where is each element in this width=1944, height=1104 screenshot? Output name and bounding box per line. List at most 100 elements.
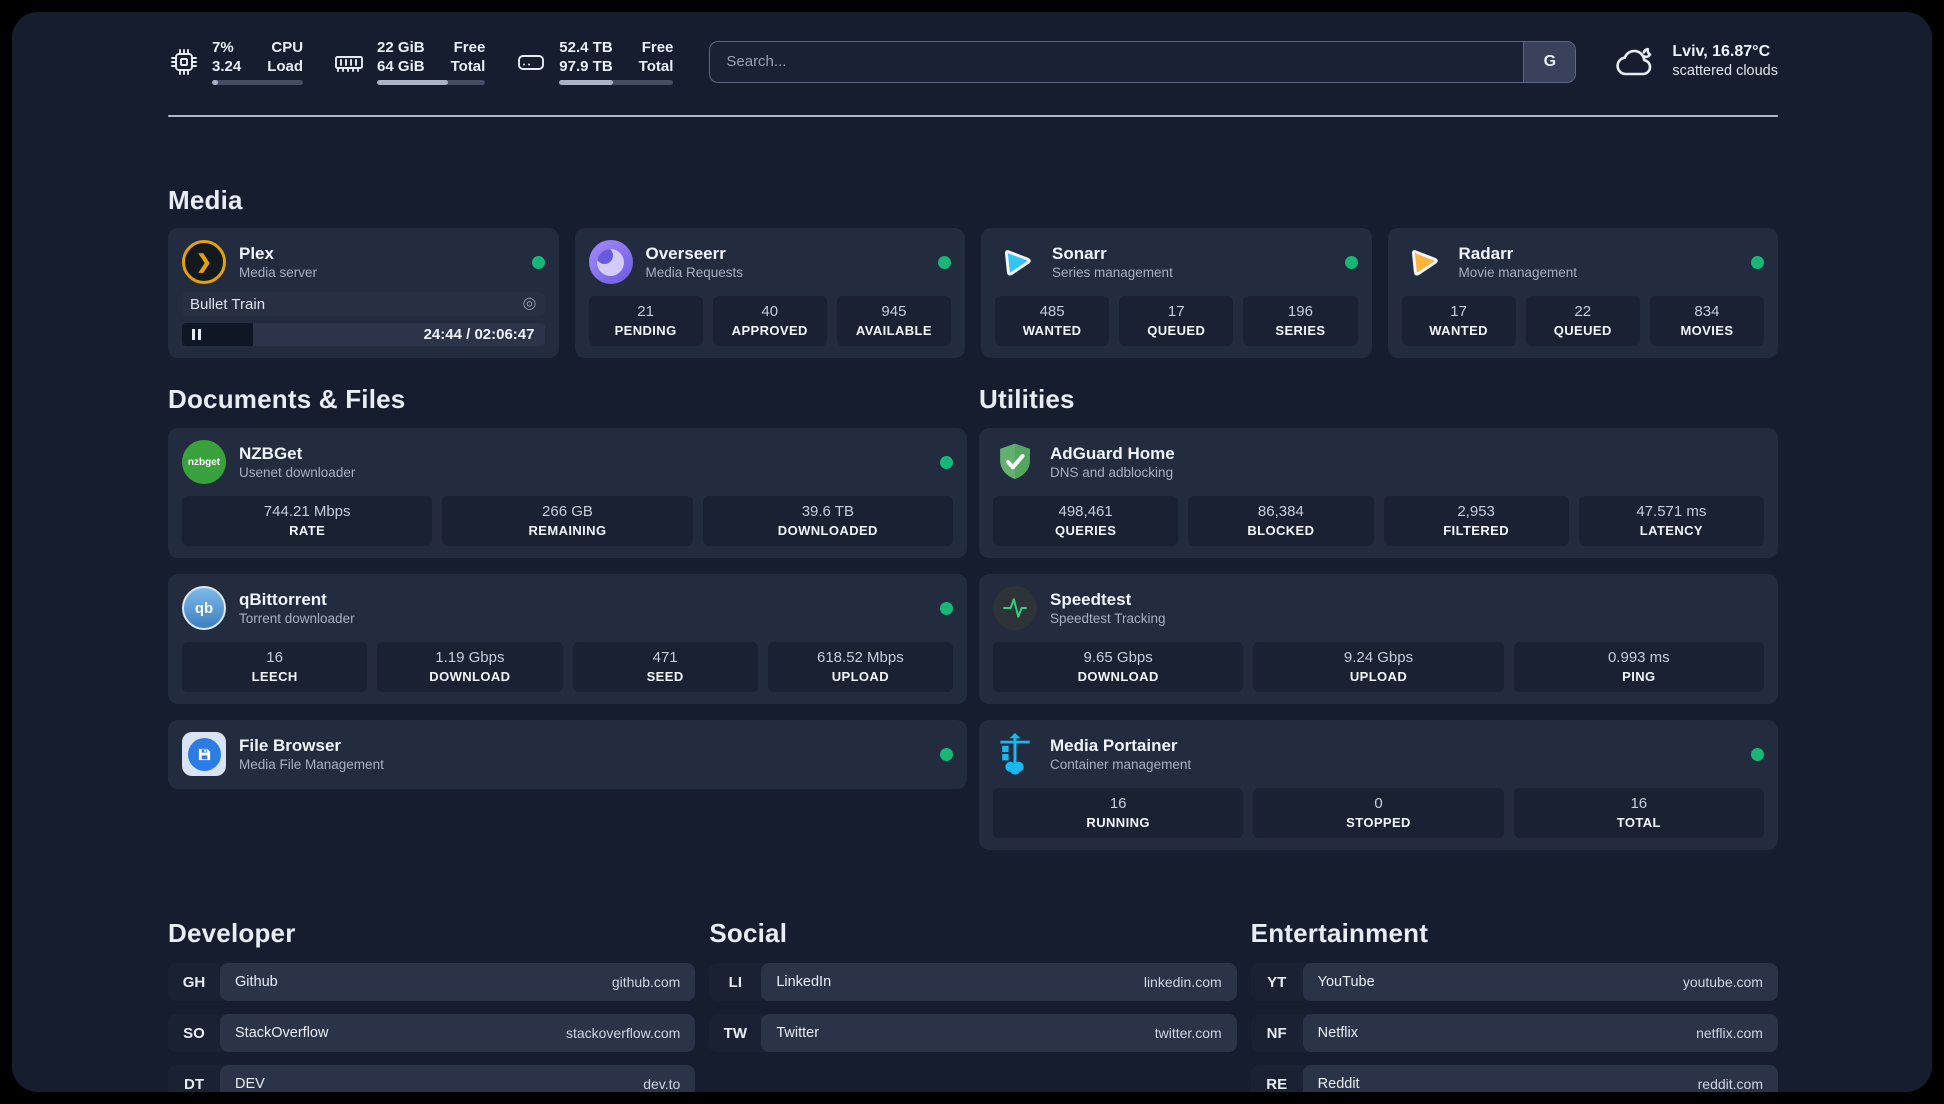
card-adguard[interactable]: AdGuard Home DNS and adblocking 498,461 … [979, 428, 1778, 558]
cpu-load-label: Load [267, 58, 304, 75]
card-nzbget[interactable]: nzbget NZBGet Usenet downloader 744.21 M… [168, 428, 967, 558]
documents-column: Documents & Files nzbget NZBGet Usenet d… [168, 384, 967, 866]
section-title-entertainment: Entertainment [1250, 918, 1429, 948]
weather-location-temp: Lviv, 16.87°C [1672, 43, 1771, 60]
bookmarks-social: Social LI LinkedIn linkedin.com TW Twitte… [709, 918, 1237, 1092]
stat-series: 196 SERIES [1243, 296, 1358, 346]
app-name: File Browser [239, 735, 342, 755]
status-dot [531, 255, 545, 269]
speedtest-icon [993, 586, 1037, 630]
memory-free-value: 22 GiB [377, 39, 425, 56]
playback-time: 24:44 / 02:06:47 [423, 326, 535, 343]
cpu-metric: 7% 3.24 CPU Load [168, 38, 304, 85]
bookmark-abbr: YT [1267, 973, 1287, 991]
app-name: qBittorrent [239, 589, 327, 609]
card-portainer[interactable]: Media Portainer Container management 16 … [979, 720, 1778, 850]
bookmark-url: netflix.com [1696, 1025, 1763, 1041]
bookmark-name: Netflix [1317, 1025, 1358, 1041]
cpu-icon [171, 48, 197, 75]
bookmark-youtube[interactable]: YT YouTube youtube.com [1250, 963, 1778, 1001]
cpu-usage-value: 7% [212, 39, 234, 56]
card-overseerr[interactable]: Overseerr Media Requests 21 PENDING 40 A… [574, 228, 965, 358]
bookmark-url: youtube.com [1682, 974, 1763, 990]
card-speedtest[interactable]: Speedtest Speedtest Tracking 9.65 Gbps D… [979, 574, 1778, 704]
disk-total-value: 97.9 TB [559, 58, 613, 75]
status-dot [1344, 255, 1358, 269]
qbittorrent-icon: qb [182, 586, 226, 630]
app-name: Speedtest [1050, 589, 1132, 609]
status-dot [940, 601, 953, 615]
stat-download: 9.65 Gbps DOWNLOAD [993, 642, 1244, 692]
disk-usage-bar [559, 80, 674, 85]
bookmark-abbr: GH [182, 973, 206, 991]
filebrowser-icon [182, 732, 226, 776]
adguard-icon [993, 440, 1037, 484]
bookmark-github[interactable]: GH Github github.com [168, 963, 696, 1001]
disk-free-label: Free [641, 39, 674, 56]
app-subtitle: Media Requests [645, 264, 744, 280]
memory-free-label: Free [453, 39, 486, 56]
section-title-media: Media [168, 185, 243, 215]
status-dot [1751, 747, 1764, 761]
memory-total-label: Total [450, 58, 486, 75]
stat-pending: 21 PENDING [588, 296, 703, 346]
stat-queued: 17 QUEUED [1119, 296, 1234, 346]
stat-remaining: 266 GB REMAINING [442, 496, 693, 546]
stat-leech: 16 LEECH [182, 642, 368, 692]
app-subtitle: DNS and adblocking [1050, 464, 1174, 480]
bookmark-abbr: TW [723, 1024, 747, 1042]
portainer-icon [993, 732, 1037, 776]
card-radarr[interactable]: Radarr Movie management 17 WANTED 22 QUE… [1387, 228, 1778, 358]
stat-downloaded: 39.6 TB DOWNLOADED [702, 496, 953, 546]
app-name: Sonarr [1052, 243, 1107, 263]
app-name: Radarr [1458, 243, 1514, 263]
disk-total-label: Total [638, 58, 674, 75]
stat-seed: 471 SEED [572, 642, 758, 692]
card-sonarr[interactable]: Sonarr Series management 485 WANTED 17 Q… [981, 228, 1372, 358]
memory-usage-bar [377, 80, 486, 85]
stat-movies: 834 MOVIES [1649, 296, 1765, 346]
bookmark-reddit[interactable]: RE Reddit reddit.com [1250, 1065, 1778, 1092]
disk-metric: 52.4 TB 97.9 TB Free Total [515, 38, 674, 85]
pause-icon [198, 329, 201, 340]
section-title-social: Social [709, 918, 788, 948]
bookmark-name: Twitter [776, 1025, 820, 1041]
now-playing-row: Bullet Train ◎ [182, 292, 545, 316]
dashboard-panel: 7% 3.24 CPU Load [12, 12, 1932, 1092]
bookmark-stackoverflow[interactable]: SO StackOverflow stackoverflow.com [168, 1014, 696, 1052]
bookmark-twitter[interactable]: TW Twitter twitter.com [709, 1014, 1237, 1052]
bookmark-netflix[interactable]: NF Netflix netflix.com [1250, 1014, 1778, 1052]
bookmark-name: DEV [235, 1076, 265, 1092]
stat-rate: 744.21 Mbps RATE [182, 496, 433, 546]
stat-latency: 47.571 ms LATENCY [1578, 496, 1764, 546]
memory-total-value: 64 GiB [377, 58, 425, 75]
session-camera-icon[interactable]: ◎ [522, 295, 537, 312]
app-subtitle: Media server [239, 264, 318, 280]
cloud-icon [1616, 47, 1652, 75]
status-dot [940, 455, 953, 469]
card-plex[interactable]: ❯ Plex Media server Bullet Train ◎ 24:44… [168, 228, 559, 358]
bookmark-abbr: SO [183, 1024, 205, 1042]
bookmark-name: Github [235, 974, 278, 990]
bookmarks-developer: Developer GH Github github.com SO StackOv… [168, 918, 696, 1092]
search-engine-button[interactable]: G [1523, 41, 1576, 82]
bookmark-linkedin[interactable]: LI LinkedIn linkedin.com [709, 963, 1237, 1001]
stat-blocked: 86,384 BLOCKED [1188, 496, 1374, 546]
status-dot [938, 255, 951, 269]
card-qbittorrent[interactable]: qb qBittorrent Torrent downloader 16 LEE… [168, 574, 967, 704]
header-divider [168, 115, 1778, 117]
bookmark-dev[interactable]: DT DEV dev.to [168, 1065, 696, 1092]
stat-wanted: 485 WANTED [995, 296, 1110, 346]
disk-free-value: 52.4 TB [559, 39, 613, 56]
bookmark-url: dev.to [643, 1076, 681, 1092]
playback-progress-bar: 24:44 / 02:06:47 [182, 323, 545, 346]
search-input[interactable] [710, 41, 1524, 82]
app-subtitle: Movie management [1458, 264, 1578, 280]
bookmarks-entertainment: Entertainment YT YouTube youtube.com NF N… [1250, 918, 1778, 1092]
cpu-load-value: 3.24 [212, 58, 242, 75]
bookmark-abbr: NF [1266, 1024, 1287, 1042]
bookmark-name: LinkedIn [776, 974, 832, 990]
status-dot [1751, 255, 1764, 269]
bookmark-name: Reddit [1317, 1076, 1360, 1092]
card-filebrowser[interactable]: File Browser Media File Management [168, 720, 967, 789]
